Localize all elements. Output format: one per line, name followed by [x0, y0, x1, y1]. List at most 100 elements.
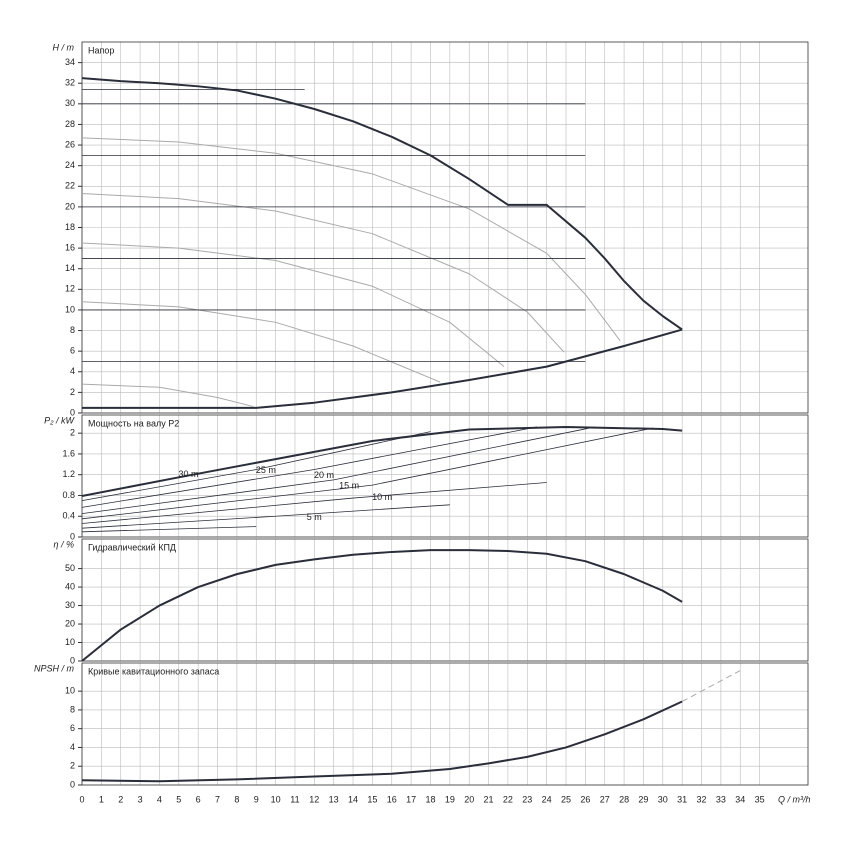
y-tick-label: 16 [65, 242, 75, 252]
panel-title: Мощность на валу P2 [88, 418, 179, 428]
y-axis-label: η / % [53, 539, 74, 549]
y-tick-label: 0 [70, 407, 75, 417]
curve [81, 137, 621, 342]
curve [81, 425, 683, 497]
y-tick-label: 10 [65, 304, 75, 314]
y-tick-label: 0.8 [62, 490, 75, 500]
curve [81, 383, 255, 408]
y-tick-label: 0 [70, 655, 75, 665]
y-tick-label: 30 [65, 98, 75, 108]
x-tick-label: 34 [735, 794, 745, 804]
y-tick-label: 20 [65, 618, 75, 628]
curve [81, 700, 683, 783]
curve [81, 426, 596, 515]
y-tick-label: 10 [65, 686, 75, 696]
y-tick-label: 0.4 [62, 511, 75, 521]
y-tick-label: 1.6 [62, 448, 75, 458]
curve [81, 426, 538, 508]
y-tick-label: 40 [65, 581, 75, 591]
x-tick-label: 0 [79, 794, 84, 804]
x-tick-label: 10 [271, 794, 281, 804]
x-tick-label: 15 [367, 794, 377, 804]
x-tick-label: 4 [157, 794, 162, 804]
curve [81, 242, 505, 368]
y-tick-label: 8 [70, 325, 75, 335]
x-tick-label: 18 [425, 794, 435, 804]
curve [81, 549, 683, 662]
y-tick-label: 20 [65, 201, 75, 211]
y-tick-label: 0 [70, 531, 75, 541]
y-tick-label: 26 [65, 139, 75, 149]
curve-label: 10 m [372, 492, 392, 502]
x-tick-label: 19 [445, 794, 455, 804]
y-tick-label: 2 [70, 387, 75, 397]
y-tick-label: 22 [65, 181, 75, 191]
curve [681, 670, 741, 702]
x-tick-label: 1 [99, 794, 104, 804]
y-tick-label: 2 [70, 761, 75, 771]
x-tick-label: 28 [619, 794, 629, 804]
x-tick-label: 24 [542, 794, 552, 804]
x-tick-label: 3 [138, 794, 143, 804]
y-tick-label: 30 [65, 600, 75, 610]
x-tick-label: 2 [118, 794, 123, 804]
curve-label: 25 m [256, 465, 276, 475]
y-tick-label: 12 [65, 284, 75, 294]
x-tick-label: 14 [348, 794, 358, 804]
y-tick-label: 14 [65, 263, 75, 273]
x-tick-label: 6 [196, 794, 201, 804]
panel-frame [81, 538, 809, 662]
y-tick-label: 32 [65, 78, 75, 88]
curve [81, 301, 441, 383]
y-tick-label: 2 [70, 428, 75, 438]
y-axis-label: NPSH / m [34, 663, 75, 673]
y-tick-label: 8 [70, 704, 75, 714]
x-tick-label: 17 [406, 794, 416, 804]
curve-label: 15 m [339, 480, 359, 490]
x-tick-label: 23 [522, 794, 532, 804]
y-tick-label: 18 [65, 222, 75, 232]
curve [81, 504, 450, 529]
x-tick-label: 20 [464, 794, 474, 804]
y-tick-label: 50 [65, 563, 75, 573]
x-tick-label: 9 [254, 794, 259, 804]
curve-label: 30 m [178, 469, 198, 479]
panel-title: Гидравлический КПД [88, 542, 176, 552]
y-tick-label: 6 [70, 346, 75, 356]
x-tick-label: 21 [484, 794, 494, 804]
y-axis-label: P₂ / kW [44, 415, 75, 425]
x-tick-label: 25 [561, 794, 571, 804]
panel-frame [81, 662, 809, 786]
x-tick-label: 35 [755, 794, 765, 804]
panel-frame [81, 414, 809, 538]
x-tick-label: 22 [503, 794, 513, 804]
y-tick-label: 4 [70, 366, 75, 376]
panel-frame [81, 41, 809, 414]
x-tick-label: 5 [176, 794, 181, 804]
y-tick-label: 0 [70, 779, 75, 789]
x-tick-label: 7 [215, 794, 220, 804]
x-tick-label: 33 [716, 794, 726, 804]
y-tick-label: 4 [70, 742, 75, 752]
curve [81, 192, 565, 353]
x-tick-label: 13 [329, 794, 339, 804]
panel-title: Напор [88, 45, 114, 55]
curve-label: 5 m [307, 512, 322, 522]
y-tick-label: 6 [70, 723, 75, 733]
panel-title: Кривые кавитационного запаса [88, 666, 219, 676]
x-axis-label: Q / m³/h [778, 794, 811, 804]
y-tick-label: 34 [65, 57, 75, 67]
y-tick-label: 24 [65, 160, 75, 170]
x-tick-label: 26 [580, 794, 590, 804]
curve [81, 427, 654, 520]
y-tick-label: 1.2 [62, 469, 75, 479]
x-tick-label: 11 [290, 794, 299, 804]
x-tick-label: 12 [309, 794, 319, 804]
curve-label: 20 m [314, 470, 334, 480]
y-axis-label: H / m [53, 42, 75, 52]
x-tick-label: 16 [387, 794, 397, 804]
x-tick-label: 8 [234, 794, 239, 804]
curve [81, 77, 683, 331]
curve [81, 526, 257, 533]
